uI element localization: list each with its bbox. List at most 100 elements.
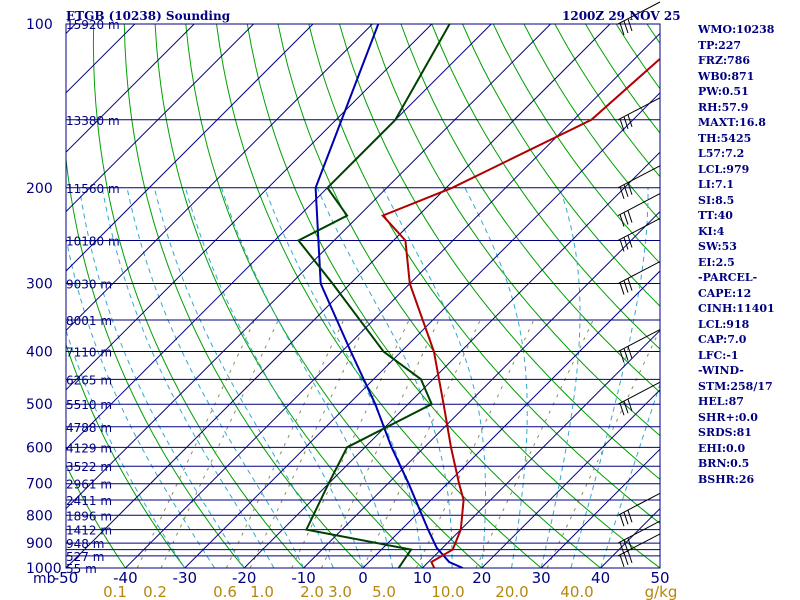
isotherm-line <box>481 389 660 568</box>
isotherm-line <box>66 24 611 568</box>
index-item: SW:53 <box>698 240 737 253</box>
isotherm-line <box>66 24 492 450</box>
mixing-ratio-label: 5.0 <box>372 583 396 600</box>
wind-barb-feather <box>619 118 625 131</box>
mixing-ratio-label: 3.0 <box>328 583 352 600</box>
moist-adiabat-line <box>540 187 581 568</box>
wind-barb-feather <box>619 214 625 227</box>
isotherm-line <box>66 24 314 272</box>
temperature-axis-labels: -50 -40 -30 -20 -10 0 10 20 30 40 50 <box>54 569 670 587</box>
wind-barb-shaft <box>617 261 661 284</box>
dewpoint-curve <box>296 24 451 568</box>
wind-barb <box>617 1 661 36</box>
wind-barb-feather <box>619 541 625 555</box>
wind-barb-shaft <box>617 329 661 352</box>
wind-barb <box>617 381 661 416</box>
wind-barb-shaft <box>617 165 661 189</box>
wind-barb-feather <box>619 186 625 199</box>
wind-barb-shaft <box>617 533 661 557</box>
temperature-tick-label: -50 <box>54 569 79 587</box>
moist-adiabat-line <box>264 187 423 568</box>
wind-barb <box>617 329 661 363</box>
pressure-tick-label: 700 <box>26 477 53 493</box>
height-label: 4129 m <box>66 441 112 455</box>
moist-adiabat-line <box>316 187 453 568</box>
wind-barb <box>617 165 661 199</box>
index-item: TT:40 <box>698 209 733 222</box>
height-label: 7110 m <box>66 346 112 360</box>
index-item: CAPE:12 <box>698 286 752 300</box>
pressure-tick-label: 500 <box>26 397 53 413</box>
mixing-ratio-line <box>136 319 256 568</box>
wind-barb <box>617 261 661 295</box>
index-item: STM:258/17 <box>698 379 773 393</box>
height-label: 8001 m <box>66 314 112 328</box>
pressure-tick-label: 600 <box>26 440 53 456</box>
wind-barb-feather <box>627 399 633 412</box>
index-item: WMO:10238 <box>698 23 775 36</box>
sounding-indices-panel: WMO:10238 TP:227 FRZ:786 WB0:871 PW:0.51 RH:5… <box>698 22 775 487</box>
isotherm-line <box>66 24 373 332</box>
isotherm-line <box>243 151 660 568</box>
moist-adiabat-line <box>570 187 649 568</box>
mixing-ratio-line <box>416 319 535 568</box>
pressure-tick-label: 200 <box>26 181 53 197</box>
pressure-tick-label: 800 <box>26 508 53 524</box>
station-title: ETGB (10238) Sounding <box>66 9 231 23</box>
temperature-tick-label: 20 <box>472 569 491 587</box>
pressure-tick-label: 1000 <box>26 561 62 577</box>
wind-barb-feather <box>623 512 629 525</box>
height-label: 6265 m <box>66 373 112 387</box>
height-label: 1896 m <box>66 509 112 523</box>
wind-barb-feather <box>619 22 625 36</box>
wind-barb-feather <box>623 20 629 34</box>
temperature-curve <box>381 57 660 568</box>
height-label: 5510 m <box>66 398 112 412</box>
index-item: SRDS:81 <box>698 426 752 439</box>
index-item: LCL:979 <box>698 162 750 176</box>
moist-adiabat-line <box>464 187 528 568</box>
height-label: 1412 m <box>66 524 112 538</box>
mixing-ratio-label: 10.0 <box>431 583 464 600</box>
mixing-ratio-label: 40.0 <box>560 583 593 600</box>
moist-adiabat-line <box>101 187 275 568</box>
wind-barb-feather <box>623 401 629 414</box>
mixing-ratio-labels: 0.1 0.2 0.6 1.0 2.0 3.0 5.0 10.0 20.0 40.0 g/kg <box>103 583 677 600</box>
sounding-profiles <box>296 24 660 568</box>
height-label: 15920 m <box>66 18 120 32</box>
index-item: KI:4 <box>698 224 725 238</box>
pressure-tick-label: 100 <box>26 17 53 33</box>
wind-barb-feather <box>627 210 633 223</box>
wind-barb-feather <box>623 348 629 361</box>
mixing-ratio-line <box>320 319 440 568</box>
isotherm-line <box>66 24 433 391</box>
wind-barb-feather <box>623 552 629 566</box>
moist-adiabat-line <box>185 187 364 568</box>
index-item: BSHR:26 <box>698 472 755 486</box>
plot-frame <box>65 23 661 569</box>
wind-barb-feather <box>619 403 625 416</box>
wind-barb-feather <box>623 280 629 293</box>
height-label: 9030 m <box>66 278 112 292</box>
wind-barb <box>617 218 661 252</box>
wind-barb-shaft <box>617 193 661 217</box>
isotherm-line <box>184 92 660 568</box>
wind-barb-shaft <box>617 1 661 25</box>
mixing-ratio-label: 0.2 <box>143 583 167 600</box>
wind-barb-feather <box>619 554 625 568</box>
temperature-tick-label: 40 <box>591 569 610 587</box>
index-item: HEL:87 <box>698 395 744 408</box>
index-item: EI:2.5 <box>698 255 735 269</box>
height-labels: 15920 m 13380 m 11560 m 10180 m 9030 m 8001 m… <box>66 18 120 576</box>
index-item: CAP:7.0 <box>698 333 747 346</box>
height-label: 527 m <box>66 550 104 564</box>
wind-barb-shaft <box>617 520 661 544</box>
wind-barb-feather <box>619 514 625 527</box>
wind-barb-feather <box>627 510 633 523</box>
mixing-ratio-line <box>362 319 481 568</box>
height-label: 11560 m <box>66 182 120 196</box>
isotherm-line <box>303 210 660 568</box>
mixing-ratio-label: 1.0 <box>250 583 274 600</box>
temperature-tick-label: 0 <box>358 569 368 587</box>
